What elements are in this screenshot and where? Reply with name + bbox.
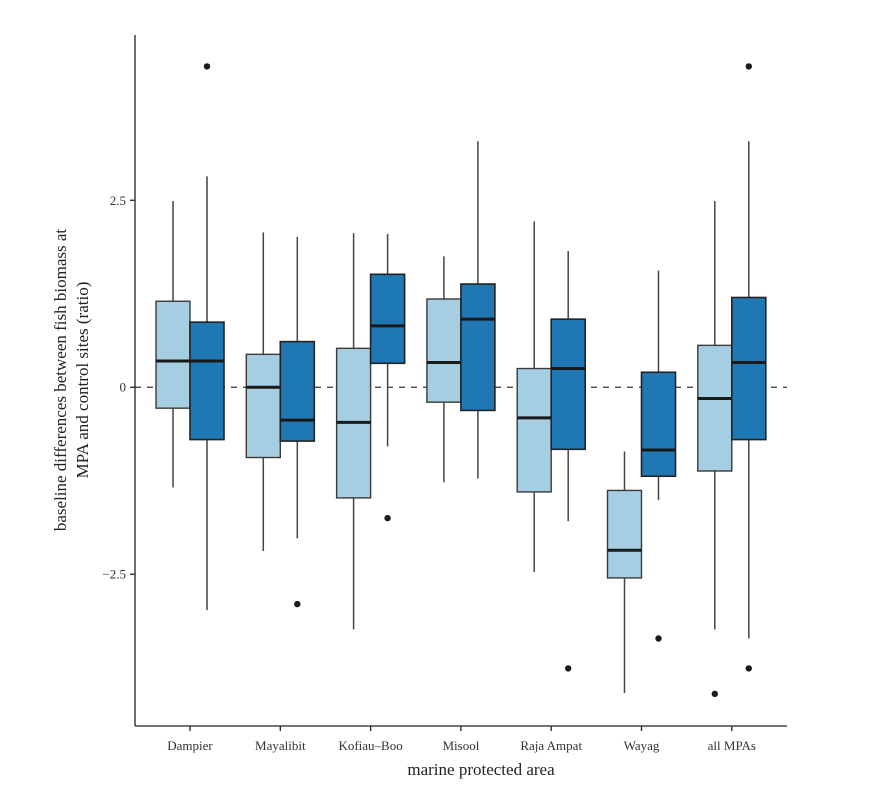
x-tick-label: all MPAs <box>708 738 756 753</box>
x-tick-label: Raja Ampat <box>520 738 582 753</box>
box-group-1-4 <box>516 221 552 572</box>
box-group-2-6 <box>730 63 767 672</box>
iqr-box <box>245 353 282 459</box>
iqr-box <box>369 273 406 365</box>
iqr-box <box>155 300 191 409</box>
iqr-box <box>460 283 496 412</box>
y-tick-label: −2.5 <box>102 567 126 582</box>
plot-marks <box>135 63 787 698</box>
y-axis-title: baseline differences between fish biomas… <box>51 229 92 532</box>
outlier-point <box>655 635 662 642</box>
series-group-1 <box>155 201 733 698</box>
box-group-1-0 <box>155 201 191 488</box>
y-tick-label: 2.5 <box>110 193 126 208</box>
y-axis-title-line-1: baseline differences between fish biomas… <box>51 229 70 532</box>
series-group-2 <box>189 63 767 672</box>
box-group-2-3 <box>460 141 496 479</box>
y-ticks: 2.5 0 −2.5 <box>102 193 135 582</box>
outlier-point <box>745 665 752 672</box>
iqr-box <box>550 318 587 451</box>
outlier-point <box>384 514 391 522</box>
box-group-2-2 <box>369 233 406 522</box>
box-group-1-3 <box>426 256 462 483</box>
y-axis-title-line-2: MPA and control sites (ratio) <box>73 282 92 479</box>
box-group-1-1 <box>245 232 282 552</box>
x-tick-label: Wayag <box>624 738 660 753</box>
x-tick-label: Mayalibit <box>255 738 306 753</box>
box-group-2-1 <box>279 236 316 608</box>
box-group-2-4 <box>550 251 587 672</box>
iqr-box <box>606 489 643 579</box>
iqr-box <box>516 367 552 493</box>
x-tick-label: Misool <box>442 738 479 753</box>
iqr-box <box>189 321 225 441</box>
x-tick-label: Dampier <box>167 738 213 753</box>
box-group-1-5 <box>606 451 643 694</box>
iqr-box <box>730 296 767 441</box>
iqr-box <box>697 344 733 472</box>
outlier-point <box>203 63 211 70</box>
box-group-1-2 <box>335 233 372 630</box>
outlier-point <box>745 63 752 70</box>
y-tick-label: 0 <box>120 380 127 395</box>
iqr-box <box>426 298 462 403</box>
x-tick-label: Kofiau–Boo <box>338 738 402 753</box>
box-group-1-6 <box>697 201 733 698</box>
iqr-box <box>640 371 677 478</box>
outlier-point <box>711 690 718 698</box>
iqr-box <box>279 340 316 442</box>
outlier-point <box>294 600 301 608</box>
box-group-2-5 <box>640 270 677 642</box>
box-group-2-0 <box>189 63 225 611</box>
x-ticks: Dampier Mayalibit Kofiau–Boo Misool Raja Amp… <box>167 726 756 753</box>
x-axis-title: marine protected area <box>407 760 555 779</box>
outlier-point <box>565 665 572 672</box>
